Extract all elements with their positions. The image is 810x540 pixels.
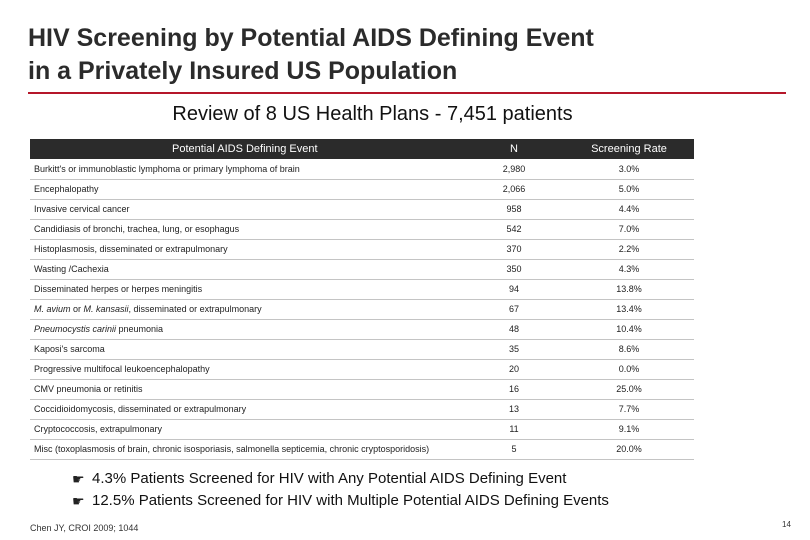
event-name: Progressive multifocal leukoencephalopat… — [30, 359, 464, 380]
table-row: Cryptococcosis, extrapulmonary 11 9.1% — [30, 419, 694, 440]
event-rate: 9.1% — [564, 419, 694, 440]
event-rate: 10.4% — [564, 319, 694, 340]
header-screening-rate: Screening Rate — [564, 139, 694, 159]
event-name: Wasting /Cachexia — [30, 259, 464, 280]
header-event: Potential AIDS Defining Event — [30, 139, 464, 159]
event-n: 2,066 — [464, 179, 564, 200]
pointing-hand-bullet-icon: ☛ — [72, 471, 85, 487]
slide-title-line-2: in a Privately Insured US Population — [28, 57, 458, 85]
event-rate: 20.0% — [564, 439, 694, 460]
event-name: Kaposi's sarcoma — [30, 339, 464, 360]
event-name: Pneumocystis carinii pneumonia — [30, 319, 464, 340]
bullet-text: 12.5% Patients Screened for HIV with Mul… — [92, 492, 609, 509]
organism-name-m-kansasii: M. kansasii — [83, 304, 129, 314]
event-name: Misc (toxoplasmosis of brain, chronic is… — [30, 439, 464, 460]
event-name: Histoplasmosis, disseminated or extrapul… — [30, 239, 464, 260]
event-rate: 4.3% — [564, 259, 694, 280]
event-name: M. avium or M. kansasii, disseminated or… — [30, 299, 464, 320]
citation: Chen JY, CROI 2009; 1044 — [30, 523, 139, 533]
slide-title: HIV Screening by Potential AIDS Defining… — [28, 22, 788, 88]
event-rate: 0.0% — [564, 359, 694, 380]
event-rate: 5.0% — [564, 179, 694, 200]
table-row: Disseminated herpes or herpes meningitis… — [30, 279, 694, 300]
summary-bullets: ☛ 4.3% Patients Screened for HIV with An… — [72, 468, 792, 512]
screening-table: Potential AIDS Defining Event N Screenin… — [30, 139, 694, 460]
table-row: Pneumocystis carinii pneumonia 48 10.4% — [30, 319, 694, 340]
pointing-hand-bullet-icon: ☛ — [72, 493, 85, 509]
header-n: N — [464, 139, 564, 159]
event-name-rest: pneumonia — [116, 324, 164, 334]
slide-title-line-1: HIV Screening by Potential AIDS Defining… — [28, 24, 594, 52]
event-rate: 8.6% — [564, 339, 694, 360]
table-row: Kaposi's sarcoma 35 8.6% — [30, 339, 694, 360]
event-rate: 25.0% — [564, 379, 694, 400]
table-row: Candidiasis of bronchi, trachea, lung, o… — [30, 219, 694, 240]
event-rate: 2.2% — [564, 239, 694, 260]
event-name: Encephalopathy — [30, 179, 464, 200]
table-row: Burkitt's or immunoblastic lymphoma or p… — [30, 159, 694, 180]
event-name: Candidiasis of bronchi, trachea, lung, o… — [30, 219, 464, 240]
organism-name-pneumocystis: Pneumocystis carinii — [34, 324, 117, 334]
event-rate: 13.4% — [564, 299, 694, 320]
event-name: Burkitt's or immunoblastic lymphoma or p… — [30, 159, 464, 180]
event-rate: 13.8% — [564, 279, 694, 300]
event-n: 35 — [464, 339, 564, 360]
event-name: Disseminated herpes or herpes meningitis — [30, 279, 464, 300]
event-n: 350 — [464, 259, 564, 280]
bullet-item: ☛ 12.5% Patients Screened for HIV with M… — [72, 490, 792, 512]
event-name: Invasive cervical cancer — [30, 199, 464, 220]
event-n: 958 — [464, 199, 564, 220]
table-header-row: Potential AIDS Defining Event N Screenin… — [30, 139, 694, 159]
event-n: 2,980 — [464, 159, 564, 180]
table-row: CMV pneumonia or retinitis 16 25.0% — [30, 379, 694, 400]
event-name-joiner: or — [70, 304, 84, 314]
organism-name-m-avium: M. avium — [34, 304, 71, 314]
table-row: Misc (toxoplasmosis of brain, chronic is… — [30, 439, 694, 460]
event-n: 542 — [464, 219, 564, 240]
slide-subtitle: Review of 8 US Health Plans - 7,451 pati… — [172, 103, 573, 125]
table-row: Histoplasmosis, disseminated or extrapul… — [30, 239, 694, 260]
event-n: 94 — [464, 279, 564, 300]
table-row: M. avium or M. kansasii, disseminated or… — [30, 299, 694, 320]
event-name: CMV pneumonia or retinitis — [30, 379, 464, 400]
event-n: 67 — [464, 299, 564, 320]
event-n: 13 — [464, 399, 564, 420]
bullet-item: ☛ 4.3% Patients Screened for HIV with An… — [72, 468, 792, 490]
bullet-text: 4.3% Patients Screened for HIV with Any … — [92, 470, 567, 487]
event-rate: 7.7% — [564, 399, 694, 420]
event-rate: 7.0% — [564, 219, 694, 240]
event-n: 16 — [464, 379, 564, 400]
event-rate: 3.0% — [564, 159, 694, 180]
event-n: 370 — [464, 239, 564, 260]
page-number: 14 — [782, 520, 791, 529]
title-divider — [28, 92, 786, 94]
event-name-rest: , disseminated or extrapulmonary — [128, 304, 262, 314]
event-n: 5 — [464, 439, 564, 460]
table-row: Wasting /Cachexia 350 4.3% — [30, 259, 694, 280]
event-n: 48 — [464, 319, 564, 340]
table-row: Coccidioidomycosis, disseminated or extr… — [30, 399, 694, 420]
table-row: Encephalopathy 2,066 5.0% — [30, 179, 694, 200]
event-name: Cryptococcosis, extrapulmonary — [30, 419, 464, 440]
table-row: Invasive cervical cancer 958 4.4% — [30, 199, 694, 220]
event-n: 11 — [464, 419, 564, 440]
event-n: 20 — [464, 359, 564, 380]
table-row: Progressive multifocal leukoencephalopat… — [30, 359, 694, 380]
event-rate: 4.4% — [564, 199, 694, 220]
event-name: Coccidioidomycosis, disseminated or extr… — [30, 399, 464, 420]
